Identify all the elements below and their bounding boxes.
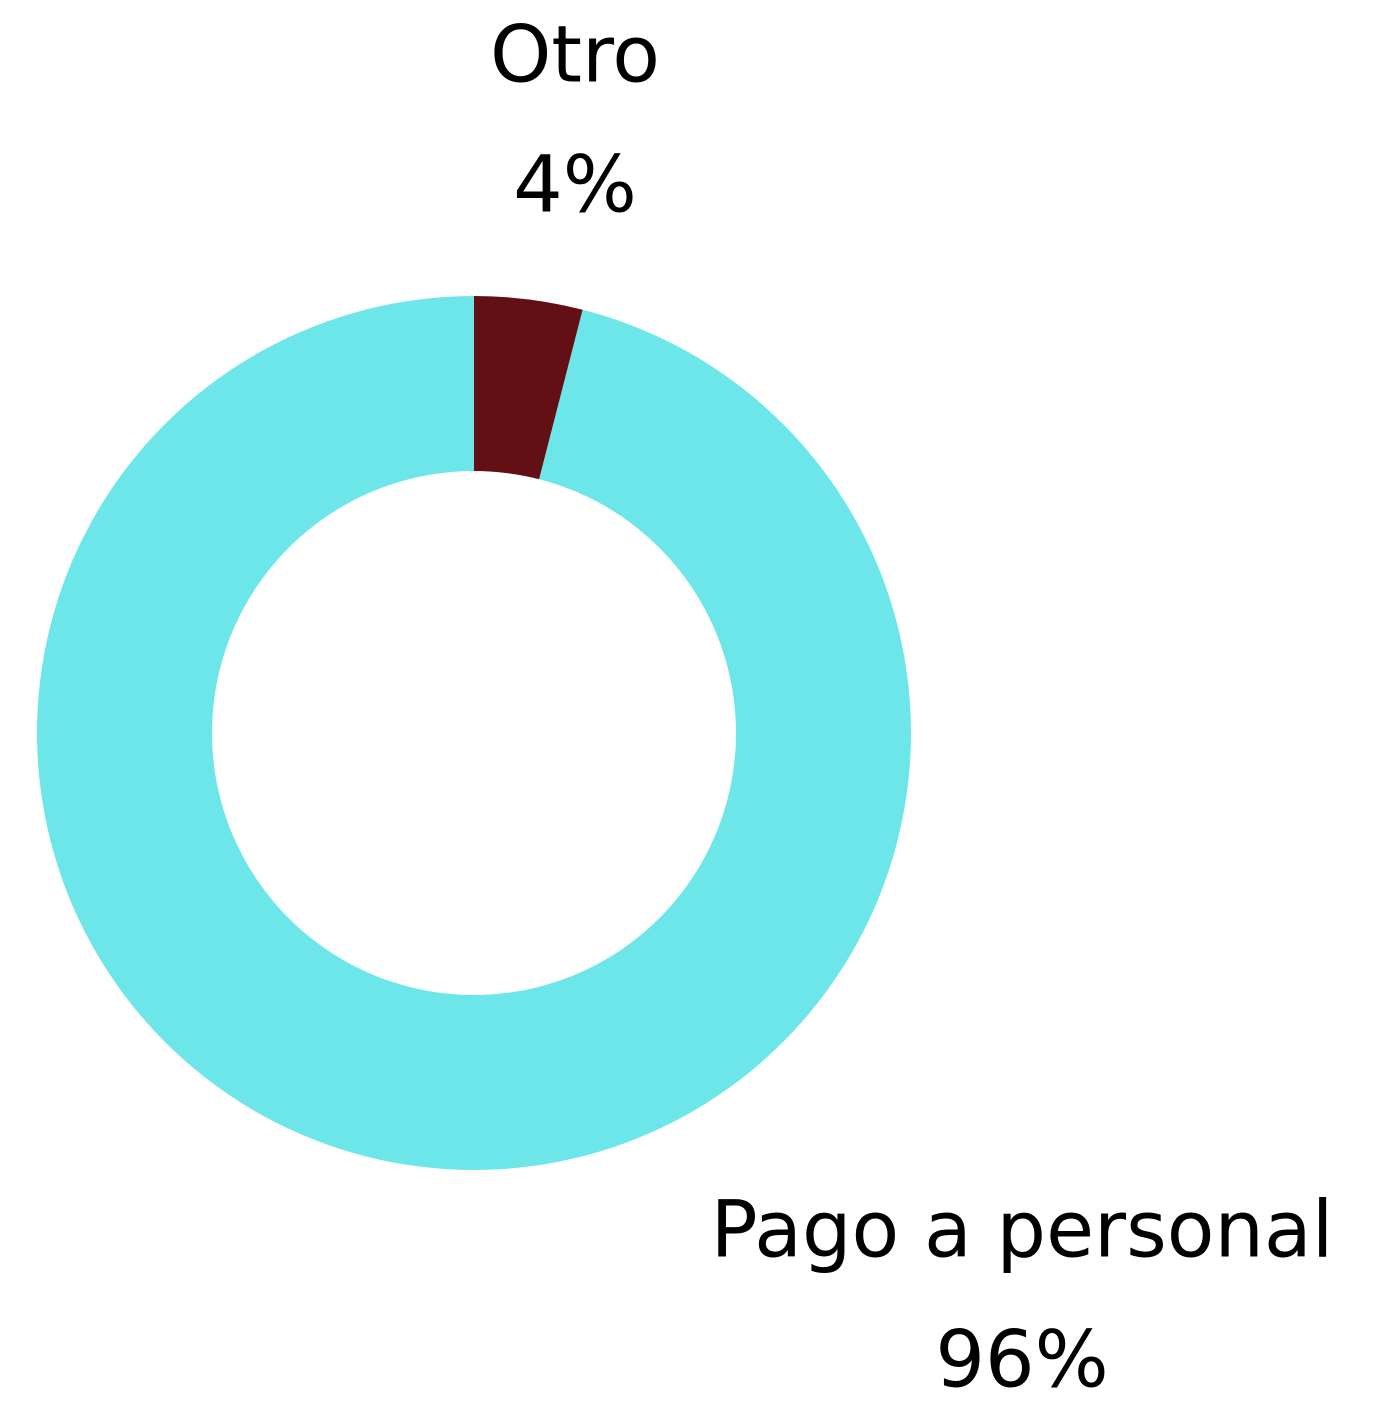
donut-slice	[474, 296, 583, 480]
value-label: 4%	[513, 140, 637, 230]
value-label: 96%	[935, 1315, 1108, 1402]
donut-slice	[36, 296, 912, 1170]
slice-label: Otro	[490, 10, 660, 100]
slice-label: Pago a personal	[711, 1185, 1334, 1275]
